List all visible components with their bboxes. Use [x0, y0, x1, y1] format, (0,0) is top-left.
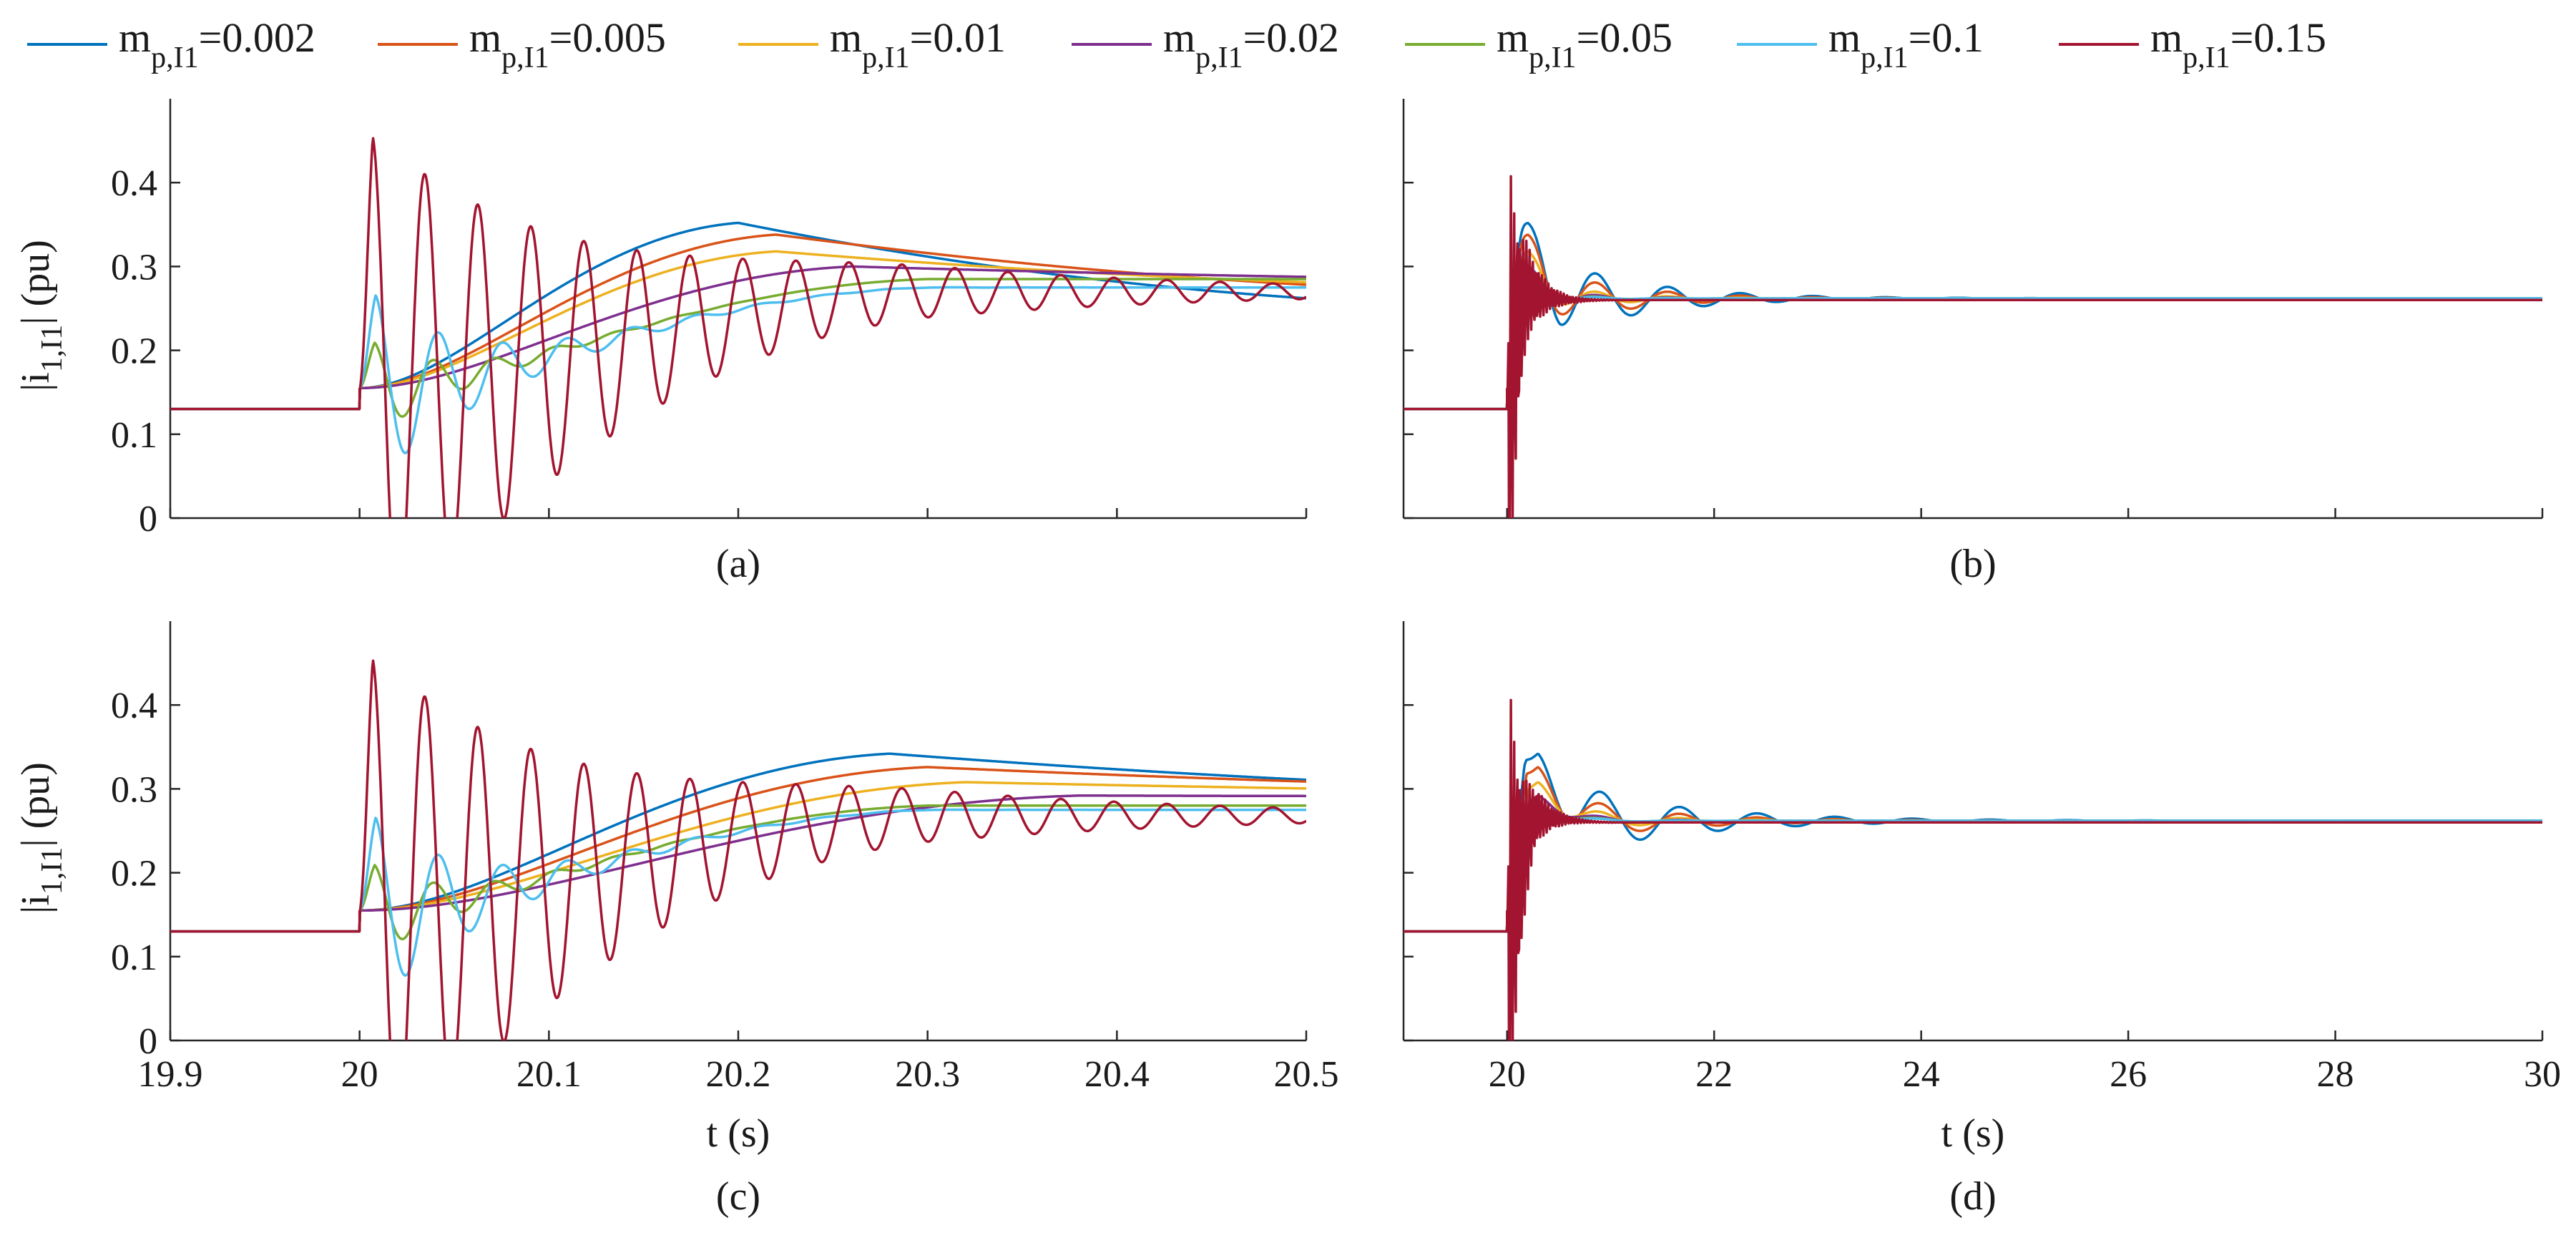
x-tick-label: 20.2 — [706, 1054, 771, 1095]
y-tick-label: 0.1 — [111, 415, 157, 456]
y-axis-label: |i1,I1| (pu) — [14, 762, 69, 914]
legend-label: mp,I1=0.005 — [469, 14, 666, 74]
series-line — [1404, 221, 2542, 411]
x-tick-label: 20.3 — [895, 1054, 960, 1095]
panel-label: (c) — [716, 1174, 760, 1219]
y-tick-label: 0 — [139, 499, 157, 540]
series-line — [170, 233, 1306, 411]
legend-entry: mp,I1=0.05 — [1405, 14, 1673, 74]
legend-label: mp,I1=0.02 — [1163, 14, 1339, 74]
x-tick-label: 24 — [1903, 1054, 1940, 1095]
x-tick-label: 26 — [2110, 1054, 2147, 1095]
x-axis-label: t (s) — [1941, 1111, 2005, 1156]
y-tick-label: 0.3 — [111, 247, 157, 288]
series-line — [1404, 175, 2542, 518]
panel-label: (d) — [1949, 1174, 1996, 1219]
legend-label: mp,I1=0.1 — [1828, 14, 1984, 74]
legend: mp,I1=0.002 mp,I1=0.005 mp,I1=0.01 mp,I1=0.… — [27, 14, 2326, 74]
series-group — [1404, 698, 2542, 1040]
series-line — [170, 808, 1306, 977]
series-line — [170, 278, 1306, 418]
series-line — [170, 250, 1306, 411]
x-tick-label: 20 — [341, 1054, 378, 1095]
x-tick-label: 28 — [2317, 1054, 2354, 1095]
x-tick-label: 19.9 — [138, 1054, 203, 1095]
series-line — [1404, 794, 2542, 933]
series-line — [1404, 698, 2542, 1040]
series-line — [170, 286, 1306, 454]
legend-label: mp,I1=0.01 — [830, 14, 1006, 74]
series-line — [1404, 233, 2542, 411]
chart-panel: (b) — [1402, 99, 2544, 586]
legend-entry: mp,I1=0.1 — [1737, 14, 1984, 74]
legend-entry: mp,I1=0.02 — [1072, 14, 1339, 74]
chart-panel: 19.9 20 20.1 20.2 20.3 20.4 20.5 0 0.1 0.2 0.3 0.4 |… — [14, 621, 1339, 1219]
series-line — [1404, 806, 2542, 933]
legend-label: mp,I1=0.05 — [1497, 14, 1673, 74]
y-tick-label: 0.1 — [111, 937, 157, 978]
y-tick-label: 0.4 — [111, 686, 157, 726]
legend-entry: mp,I1=0.01 — [738, 14, 1006, 74]
x-axis-label: t (s) — [707, 1111, 770, 1156]
legend-label: mp,I1=0.15 — [2150, 14, 2326, 74]
series-line — [1404, 280, 2542, 411]
series-line — [1404, 270, 2542, 411]
legend-label: mp,I1=0.002 — [119, 14, 315, 74]
chart-panel: 20 22 24 26 28 30 t (s) (d) — [1402, 621, 2561, 1219]
y-tick-label: 0.4 — [111, 163, 157, 204]
x-tick-label: 20.4 — [1084, 1054, 1150, 1095]
series-line — [1404, 781, 2542, 933]
x-tick-label: 20.1 — [516, 1054, 582, 1095]
chart-panel: 0 0.1 0.2 0.3 0.4 |i1,I1| (pu) (a) — [14, 99, 1308, 586]
legend-entry: mp,I1=0.002 — [27, 14, 315, 74]
x-tick-label: 22 — [1695, 1054, 1733, 1095]
legend-entry: mp,I1=0.005 — [378, 14, 666, 74]
series-line — [170, 221, 1306, 411]
series-line — [1404, 752, 2542, 933]
series-group — [170, 659, 1306, 1040]
x-tick-label: 30 — [2524, 1054, 2561, 1095]
series-line — [170, 752, 1306, 933]
series-group — [1404, 175, 2542, 518]
y-tick-label: 0 — [139, 1021, 157, 1062]
legend-entry: mp,I1=0.15 — [2059, 14, 2326, 74]
y-tick-label: 0.2 — [111, 854, 157, 895]
series-group — [170, 137, 1306, 518]
x-tick-label: 20.5 — [1274, 1054, 1339, 1095]
y-tick-label: 0.3 — [111, 769, 157, 810]
series-line — [1404, 265, 2542, 411]
series-line — [1404, 766, 2542, 933]
y-axis-label: |i1,I1| (pu) — [14, 240, 69, 391]
panel-label: (a) — [716, 542, 760, 586]
y-tick-label: 0.2 — [111, 331, 157, 372]
panels: 0 0.1 0.2 0.3 0.4 |i1,I1| (pu) (a) (b) 19.9 20 20.… — [14, 99, 2561, 1219]
series-line — [1404, 250, 2542, 411]
x-tick-label: 20 — [1489, 1054, 1526, 1095]
panel-label: (b) — [1949, 542, 1996, 586]
